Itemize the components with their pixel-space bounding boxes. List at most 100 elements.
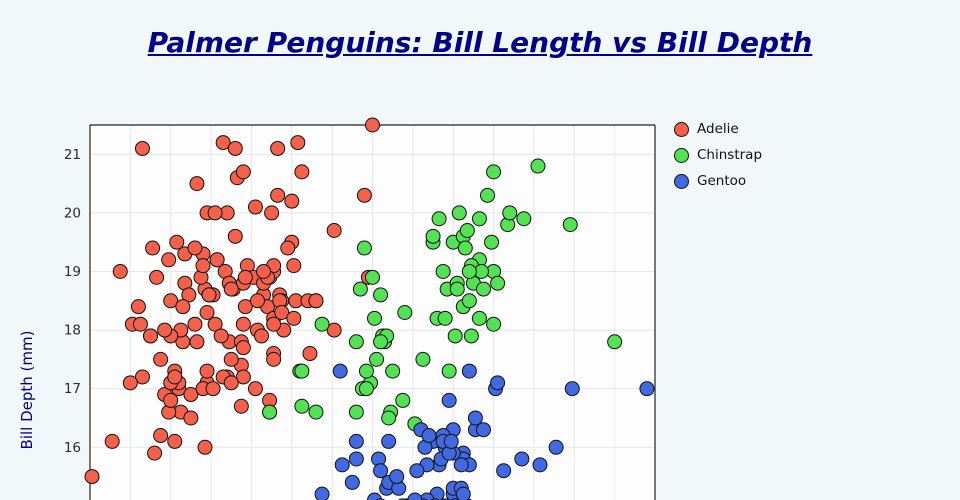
data-point [562,217,578,233]
data-point [367,310,383,326]
data-point [356,187,372,203]
y-tick-label: 18 [64,323,81,339]
data-point [365,117,380,133]
data-point [486,164,502,180]
data-point [373,463,389,479]
data-point [457,240,473,256]
data-point [373,334,389,350]
data-point [262,404,278,420]
data-point [249,293,265,309]
data-point [235,369,251,385]
series-chinstrap [262,158,623,432]
data-point [326,322,342,338]
data-point [286,310,302,326]
data-point [461,263,477,279]
data-point [254,328,270,344]
data-point [639,381,655,397]
data-point [425,228,441,244]
data-point [332,363,348,379]
data-point [564,381,580,397]
data-point [532,457,548,473]
data-point [484,234,500,250]
data-point [308,293,324,309]
data-point [286,258,302,274]
data-point [157,322,173,338]
data-point [455,486,471,500]
data-point [189,334,205,350]
data-point [187,316,203,332]
data-point [169,234,185,250]
data-point [441,363,457,379]
data-point [389,469,405,485]
data-point [548,439,564,455]
chinstrap-legend-marker-icon [674,147,689,163]
chart-title: Palmer Penguins: Bill Length vs Bill Dep… [147,26,813,59]
data-point [471,211,487,227]
data-point [122,375,138,391]
data-point [84,469,100,485]
data-point [294,164,310,180]
data-point [381,433,397,449]
data-point [437,310,453,326]
data-point [471,310,487,326]
data-point [187,240,203,256]
y-tick-label: 17 [64,381,81,397]
legend-item-adelie[interactable]: Adelie [674,121,762,137]
legend: Adelie Chinstrap Gentoo [674,121,762,189]
data-point [183,410,199,426]
y-tick-label: 19 [64,264,81,280]
data-point [334,457,350,473]
data-point [421,428,437,444]
data-point [302,346,318,362]
data-point [205,381,221,397]
legend-item-chinstrap[interactable]: Chinstrap [674,147,762,163]
data-point [153,351,169,367]
gentoo-legend-marker-icon [674,173,689,189]
data-point [134,140,150,156]
data-point [235,340,251,356]
data-point [367,492,383,500]
series-gentoo [314,363,655,500]
legend-label: Gentoo [697,173,747,189]
data-point [264,205,280,221]
data-point [167,433,183,449]
data-point [209,252,225,268]
data-point [516,211,532,227]
data-point [189,176,205,192]
data-point [266,351,282,367]
data-point [237,269,253,285]
data-point [358,363,374,379]
data-point [419,492,435,500]
data-point [161,252,177,268]
data-point [237,299,253,315]
data-point [607,334,623,350]
data-point [134,369,150,385]
data-point [451,205,467,221]
data-point [274,305,290,320]
data-point [453,457,469,473]
data-point [143,328,159,344]
data-point [475,422,491,438]
data-point [348,433,364,449]
data-point [530,158,546,174]
data-point [197,439,213,455]
data-point [441,392,457,408]
y-tick-label: 16 [64,440,81,456]
data-point [294,398,310,414]
data-point [247,381,263,397]
data-point [195,258,211,274]
data-point [175,299,191,315]
data-point [153,428,169,444]
data-point [132,316,148,332]
data-point [461,363,477,379]
data-point [369,351,385,367]
legend-item-gentoo[interactable]: Gentoo [674,173,762,189]
data-point [145,240,161,256]
data-point [235,316,251,332]
data-point [348,334,364,350]
data-point [199,305,215,320]
data-point [514,451,530,467]
data-point [314,486,330,500]
legend-label: Chinstrap [697,147,763,163]
data-point [163,293,179,309]
